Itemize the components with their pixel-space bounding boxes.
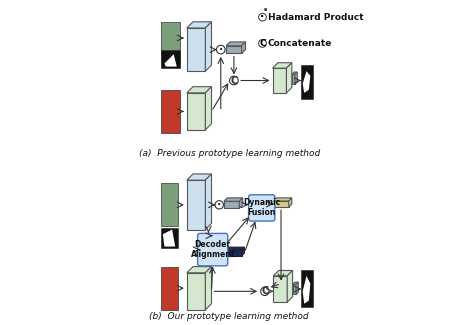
Text: ·: ·	[260, 12, 264, 22]
Polygon shape	[224, 198, 243, 201]
Polygon shape	[164, 54, 177, 67]
Polygon shape	[187, 22, 211, 28]
Polygon shape	[226, 46, 242, 54]
Polygon shape	[287, 270, 292, 302]
Text: Dynamic
Fusion: Dynamic Fusion	[243, 198, 280, 217]
Polygon shape	[273, 201, 289, 207]
Bar	[161, 183, 178, 227]
Polygon shape	[273, 270, 292, 276]
Polygon shape	[302, 71, 310, 93]
Text: (a)  Previous prototype learning method: (a) Previous prototype learning method	[139, 149, 320, 158]
Polygon shape	[187, 174, 211, 180]
Text: C: C	[261, 286, 268, 296]
Bar	[301, 270, 313, 307]
Polygon shape	[187, 273, 205, 310]
Bar	[161, 266, 178, 310]
Polygon shape	[239, 198, 243, 208]
Polygon shape	[187, 93, 205, 130]
Text: Concatenate: Concatenate	[268, 39, 332, 48]
Text: ·: ·	[217, 200, 221, 210]
Bar	[301, 65, 313, 99]
Text: ·: ·	[219, 45, 223, 55]
Bar	[161, 228, 178, 248]
Polygon shape	[187, 180, 205, 229]
Circle shape	[261, 287, 269, 295]
Polygon shape	[205, 174, 211, 229]
Polygon shape	[205, 22, 211, 71]
Polygon shape	[273, 198, 292, 201]
Text: Decoder
Alignment: Decoder Alignment	[191, 240, 235, 259]
Circle shape	[259, 13, 266, 21]
Circle shape	[259, 40, 266, 47]
Polygon shape	[289, 198, 292, 207]
Circle shape	[217, 45, 225, 54]
Circle shape	[215, 201, 223, 209]
Polygon shape	[295, 72, 297, 84]
Polygon shape	[187, 87, 211, 93]
FancyBboxPatch shape	[248, 195, 275, 221]
Bar	[161, 50, 180, 68]
Polygon shape	[292, 74, 295, 84]
Text: ·: ·	[262, 4, 267, 18]
Polygon shape	[292, 72, 297, 74]
Polygon shape	[187, 28, 205, 71]
Text: C: C	[259, 39, 266, 48]
Polygon shape	[273, 68, 286, 93]
Text: C: C	[230, 75, 237, 85]
FancyBboxPatch shape	[198, 233, 228, 266]
Polygon shape	[273, 63, 292, 68]
Polygon shape	[205, 266, 211, 310]
Polygon shape	[273, 276, 287, 302]
Text: (b)  Our prototype learning method: (b) Our prototype learning method	[149, 312, 309, 321]
Polygon shape	[226, 250, 242, 256]
Polygon shape	[286, 63, 292, 93]
Polygon shape	[163, 229, 175, 247]
Polygon shape	[205, 87, 211, 130]
Polygon shape	[292, 284, 296, 294]
Polygon shape	[302, 276, 310, 304]
Text: Hadamard Product: Hadamard Product	[268, 13, 364, 22]
Bar	[161, 90, 180, 133]
Polygon shape	[187, 266, 211, 273]
Polygon shape	[292, 282, 298, 284]
Bar	[161, 22, 180, 63]
Polygon shape	[226, 247, 245, 250]
Polygon shape	[224, 201, 239, 208]
Circle shape	[229, 76, 238, 85]
Polygon shape	[242, 42, 246, 54]
Polygon shape	[296, 282, 298, 294]
Polygon shape	[242, 247, 245, 256]
Polygon shape	[226, 42, 246, 46]
